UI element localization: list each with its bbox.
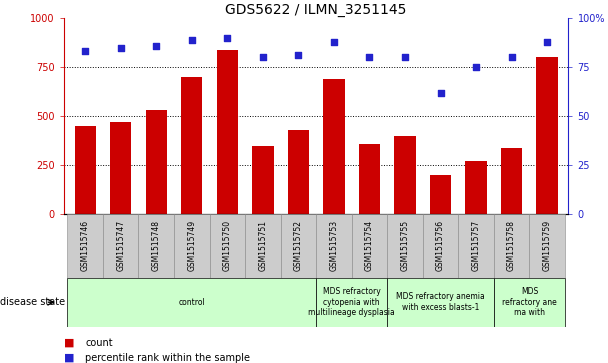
Text: GSM1515750: GSM1515750: [223, 220, 232, 272]
Bar: [316, 214, 351, 278]
Bar: [465, 161, 487, 214]
Bar: [103, 214, 139, 278]
Point: [187, 37, 196, 42]
Bar: [536, 57, 558, 214]
Point: [116, 45, 126, 50]
Text: GSM1515752: GSM1515752: [294, 220, 303, 272]
Bar: [110, 122, 131, 214]
Bar: [67, 278, 316, 327]
Text: GSM1515749: GSM1515749: [187, 220, 196, 272]
Point: [258, 54, 268, 60]
Text: GSM1515747: GSM1515747: [116, 220, 125, 272]
Text: MDS
refractory ane
ma with: MDS refractory ane ma with: [502, 287, 557, 317]
Point: [365, 54, 375, 60]
Bar: [351, 214, 387, 278]
Bar: [494, 214, 530, 278]
Text: GSM1515756: GSM1515756: [436, 220, 445, 272]
Bar: [210, 214, 245, 278]
Bar: [501, 147, 522, 214]
Bar: [216, 49, 238, 214]
Point: [294, 53, 303, 58]
Bar: [530, 214, 565, 278]
Text: GSM1515754: GSM1515754: [365, 220, 374, 272]
Bar: [323, 79, 345, 214]
Text: GSM1515757: GSM1515757: [472, 220, 480, 272]
Bar: [359, 144, 380, 214]
Bar: [245, 214, 281, 278]
Text: ■: ■: [64, 352, 74, 363]
Point: [471, 64, 481, 70]
Bar: [252, 146, 274, 214]
Bar: [387, 214, 423, 278]
Text: MDS refractory
cytopenia with
multilineage dysplasia: MDS refractory cytopenia with multilinea…: [308, 287, 395, 317]
Bar: [145, 110, 167, 214]
Text: GSM1515759: GSM1515759: [543, 220, 551, 272]
Bar: [174, 214, 210, 278]
Bar: [139, 214, 174, 278]
Point: [329, 39, 339, 45]
Point: [80, 49, 90, 54]
Bar: [494, 278, 565, 327]
Point: [400, 54, 410, 60]
Text: GSM1515758: GSM1515758: [507, 220, 516, 272]
Text: GSM1515748: GSM1515748: [152, 220, 161, 272]
Point: [542, 39, 552, 45]
Point: [151, 43, 161, 49]
Bar: [423, 214, 458, 278]
Title: GDS5622 / ILMN_3251145: GDS5622 / ILMN_3251145: [226, 3, 407, 17]
Text: disease state: disease state: [0, 297, 65, 307]
Text: count: count: [85, 338, 112, 348]
Bar: [395, 136, 416, 214]
Text: percentile rank within the sample: percentile rank within the sample: [85, 352, 250, 363]
Text: control: control: [178, 298, 205, 307]
Bar: [75, 126, 96, 214]
Bar: [181, 77, 202, 214]
Text: GSM1515751: GSM1515751: [258, 220, 268, 272]
Point: [223, 35, 232, 41]
Bar: [387, 278, 494, 327]
Bar: [458, 214, 494, 278]
Text: GSM1515753: GSM1515753: [330, 220, 339, 272]
Text: ■: ■: [64, 338, 74, 348]
Point: [436, 90, 446, 95]
Text: MDS refractory anemia
with excess blasts-1: MDS refractory anemia with excess blasts…: [396, 293, 485, 312]
Bar: [281, 214, 316, 278]
Bar: [430, 175, 451, 214]
Bar: [67, 214, 103, 278]
Point: [506, 54, 516, 60]
Bar: [316, 278, 387, 327]
Text: GSM1515746: GSM1515746: [81, 220, 89, 272]
Bar: [288, 130, 309, 214]
Text: GSM1515755: GSM1515755: [401, 220, 410, 272]
